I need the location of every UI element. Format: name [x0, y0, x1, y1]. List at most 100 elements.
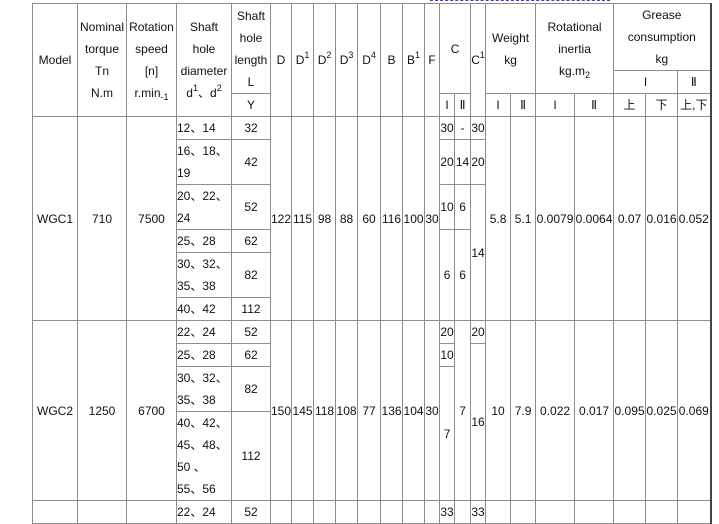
header-weight-II: Ⅱ [510, 93, 537, 117]
coupling-spec-table: Model Nominal torque Tn N.m Rotation speed [n… [32, 3, 712, 524]
speed-cell: 7500 [126, 116, 177, 321]
F-cell: 30 [424, 116, 441, 321]
header-D: D [269, 3, 293, 117]
table-row: 30、32、35、38 82 [33, 252, 711, 298]
header-grease-upper: 上 [613, 93, 647, 117]
torque-cell: 710 [77, 116, 127, 321]
C-II-cell: 6 [454, 229, 472, 321]
grease-I-lower-cell: 0.025 [645, 320, 679, 501]
D2-cell: 98 [313, 116, 337, 321]
diameter-cell: 20、22、24 [176, 184, 232, 230]
length-cell: 112 [231, 411, 271, 501]
length-cell: 52 [231, 184, 271, 230]
header-grease-upper-lower: 上,下 [677, 93, 712, 117]
header-B: B [380, 3, 404, 117]
C-I-cell: 20 [439, 139, 456, 185]
diameter-cell: 25、28 [176, 343, 232, 367]
D3-cell: 108 [335, 320, 359, 501]
grease-II-cell: 0.069 [677, 320, 712, 501]
top-dashed-line [430, 0, 610, 2]
C1-cell: 16 [470, 343, 487, 501]
speed-cell [126, 500, 177, 524]
header-grease-II: Ⅱ [677, 70, 712, 94]
header-inertia-II: Ⅱ [574, 93, 615, 117]
C-I-cell: 33 [439, 500, 456, 524]
D-cell: 150 [269, 320, 293, 501]
D2-cell: 118 [313, 320, 337, 501]
diameter-cell: 40、42、45、48、50 、55、56 [176, 411, 232, 501]
table-row: 16、18、19 42 20 14 20 [33, 139, 711, 185]
C1-cell: 33 [470, 500, 487, 524]
header-D4: D4 [357, 3, 382, 117]
header-speed: Rotation speed [n] r.min-1 [126, 3, 177, 117]
B1-cell: 104 [402, 320, 426, 501]
inertia-I-cell: 0.022 [535, 320, 576, 501]
diameter-cell: 16、18、19 [176, 139, 232, 185]
header-diameter: Shaft hole diameter d1、d2 [176, 3, 232, 117]
D4-cell: 77 [357, 320, 382, 501]
header-grease-I: I [613, 70, 679, 94]
C-II-cell: 7 [454, 320, 472, 501]
grease-II-cell: 0.052 [677, 116, 712, 321]
header-D3: D3 [335, 3, 359, 117]
diameter-cell: 30、32、35、38 [176, 252, 232, 298]
grease-I-upper-cell: 0.07 [613, 116, 647, 321]
length-cell: 42 [231, 139, 271, 185]
diameter-cell: 12、14 [176, 116, 232, 140]
length-cell: 62 [231, 343, 271, 367]
C-I-cell: 6 [439, 229, 456, 321]
header-weight: Weight kg [485, 3, 537, 94]
C-II-cell: - [454, 116, 472, 140]
F-cell: 30 [424, 320, 441, 501]
C1-cell: 20 [470, 320, 487, 344]
length-cell: 82 [231, 252, 271, 298]
diameter-cell: 30、32、35、38 [176, 366, 232, 412]
header-inertia: Rotational inertia kg.m2 [535, 3, 615, 94]
header-length-Y: Y [231, 93, 271, 117]
header-C-I: I [439, 93, 456, 117]
header-torque: Nominal torque Tn N.m [77, 3, 127, 117]
model-cell: WGC1 [32, 116, 78, 321]
header-grease-lower: 下 [645, 93, 679, 117]
length-cell: 52 [231, 500, 271, 524]
C1-cell: 30 [470, 116, 487, 140]
header-weight-I: I [485, 93, 512, 117]
diameter-cell: 40、42 [176, 297, 232, 321]
B-cell: 116 [380, 116, 404, 321]
header-inertia-I: I [535, 93, 576, 117]
weight-I-cell: 5.8 [485, 116, 512, 321]
speed-cell: 6700 [126, 320, 177, 501]
D-cell: 122 [269, 116, 293, 321]
weight-II-cell: 5.1 [510, 116, 537, 321]
table-row: WGC2 1250 6700 22、24 52 150 145 118 108 … [32, 320, 712, 501]
header-C-II: Ⅱ [454, 93, 472, 117]
diameter-cell: 22、24 [176, 320, 232, 344]
weight-II-cell: 7.9 [510, 320, 537, 501]
C-II-cell: 6 [454, 184, 472, 230]
C1-cell: 14 [470, 184, 487, 321]
torque-cell: 1250 [77, 320, 127, 501]
C1-cell: 20 [470, 139, 487, 185]
table-row: WGC1 710 7500 12、14 32 122 115 98 88 60 … [32, 116, 712, 321]
header-D2: D2 [313, 3, 337, 117]
weight-I-cell: 10 [485, 320, 512, 501]
length-cell: 52 [231, 320, 271, 344]
C-I-cell: 20 [439, 320, 456, 344]
C-I-cell: 10 [439, 343, 456, 367]
header-F: F [424, 3, 441, 117]
header-C: C [439, 3, 472, 94]
C-I-cell: 10 [439, 184, 456, 230]
length-cell: 62 [231, 229, 271, 253]
table-row: 20、22、24 52 10 6 14 [33, 184, 711, 321]
D1-cell: 145 [291, 320, 315, 501]
C-II-cell: 14 [454, 139, 472, 185]
header-grease: Grease consumption kg [613, 3, 712, 71]
header-C1: C1 [470, 3, 487, 117]
model-cell [32, 500, 78, 524]
inertia-I-cell: 0.0079 [535, 116, 576, 321]
length-cell: 82 [231, 366, 271, 412]
table-row: 25、28 62 6 6 [33, 229, 711, 321]
B1-cell: 100 [402, 116, 426, 321]
B-cell: 136 [380, 320, 404, 501]
length-cell: 112 [231, 297, 271, 321]
